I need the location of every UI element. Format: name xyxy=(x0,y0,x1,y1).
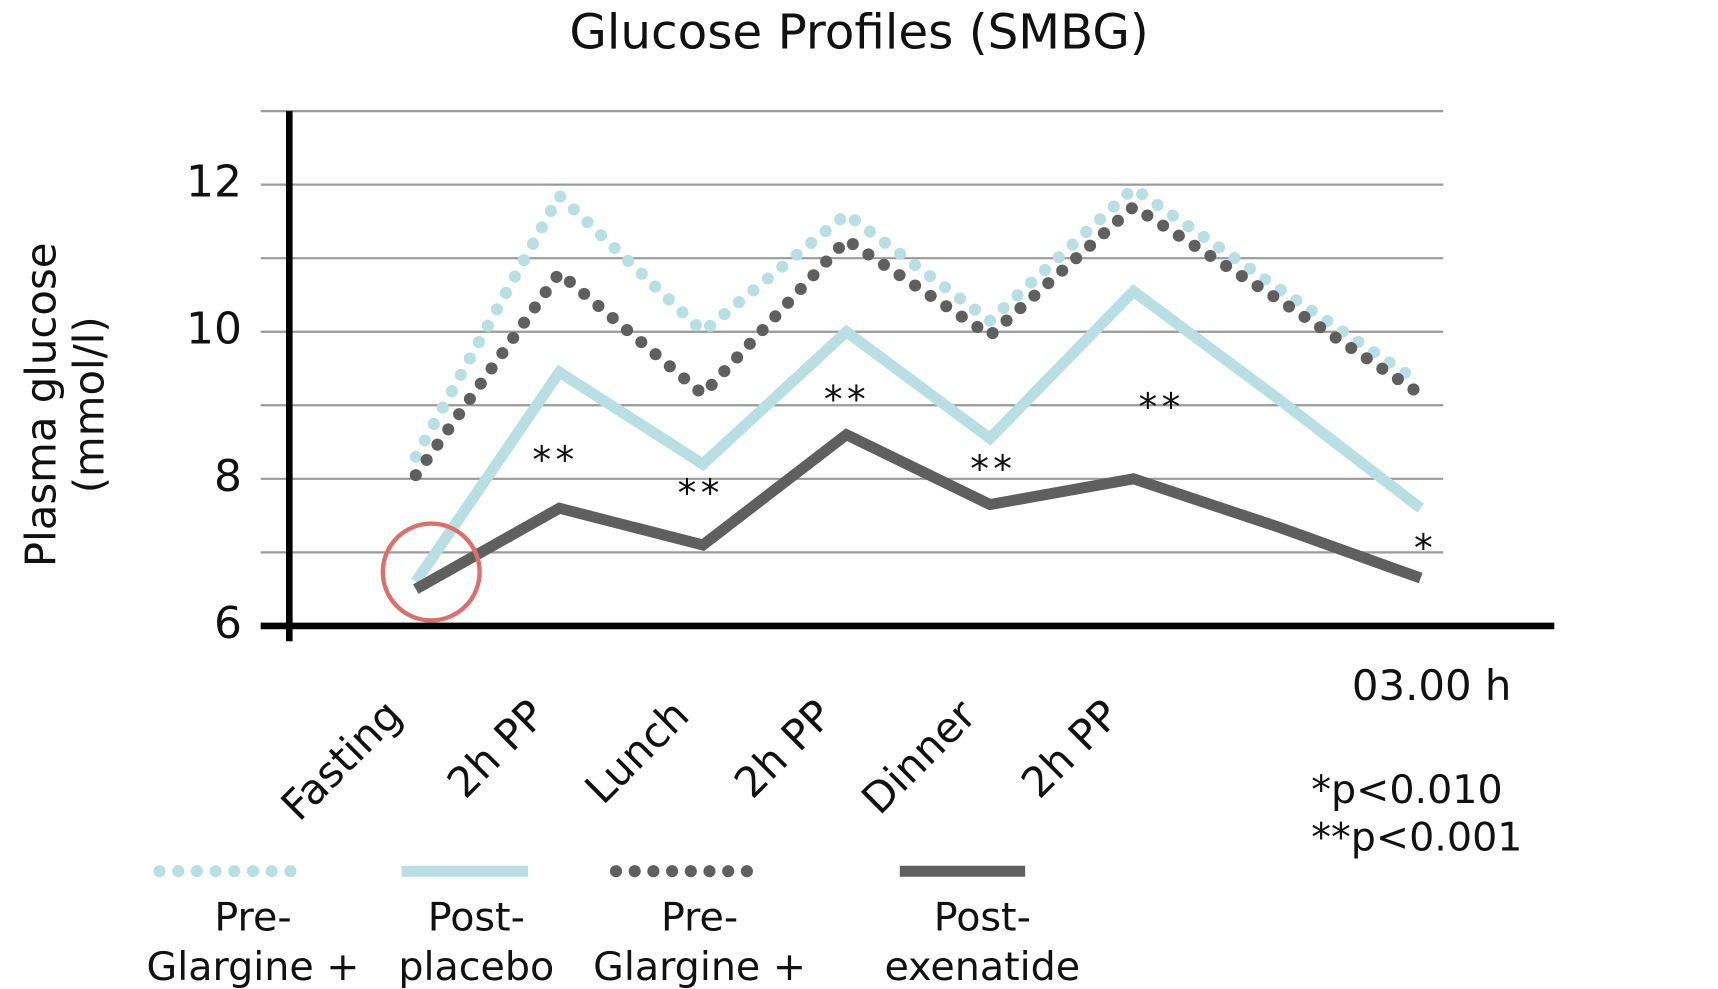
annotation: ** xyxy=(824,377,870,421)
x-tick-label: 2h PP xyxy=(1012,690,1129,807)
y-tick-label: 6 xyxy=(214,598,242,649)
series-line xyxy=(409,180,1427,463)
series-line xyxy=(409,199,1427,482)
annotation: ** xyxy=(1138,385,1184,429)
y-tick-label: 8 xyxy=(214,451,242,502)
x-tick-label: 03.00 h xyxy=(1352,661,1511,710)
y-tick-label: 10 xyxy=(186,304,242,355)
series-line xyxy=(411,283,1425,585)
x-tick-label: Fasting xyxy=(271,690,411,830)
y-axis-title: Plasma glucose (mmol/l) xyxy=(16,242,114,568)
annotation: ** xyxy=(970,446,1016,490)
x-tick-label: Dinner xyxy=(852,689,986,823)
annotation: ** xyxy=(532,438,578,482)
legend-label: Post- placebo xyxy=(398,895,555,989)
y-tick-label: 12 xyxy=(186,157,242,208)
legend-label: Pre- Glargine + xyxy=(146,895,360,989)
x-tick-label: 2h PP xyxy=(438,690,555,807)
annotation: * xyxy=(1414,526,1437,570)
highlight-circle xyxy=(380,521,482,623)
legend-label: Post- exenatide xyxy=(884,895,1081,989)
x-tick-label: 2h PP xyxy=(725,690,842,807)
series-line xyxy=(413,428,1423,594)
footnote: *p<0.010 **p<0.001 xyxy=(1311,767,1523,861)
x-tick-label: Lunch xyxy=(575,690,698,813)
annotation: ** xyxy=(678,471,724,515)
chart-title: Glucose Profiles (SMBG) xyxy=(569,4,1149,61)
legend-label: Pre- Glargine + xyxy=(593,895,807,989)
